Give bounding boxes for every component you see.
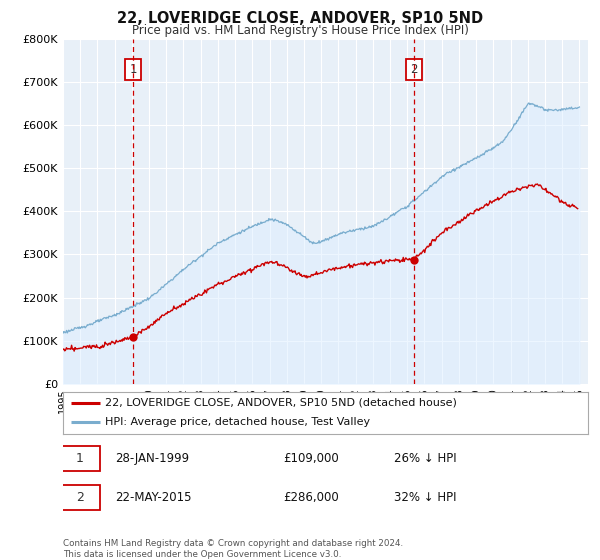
Text: 1: 1 [76, 452, 84, 465]
Text: 32% ↓ HPI: 32% ↓ HPI [394, 491, 456, 505]
FancyBboxPatch shape [61, 446, 100, 471]
Text: Contains HM Land Registry data © Crown copyright and database right 2024.
This d: Contains HM Land Registry data © Crown c… [63, 539, 403, 559]
FancyBboxPatch shape [61, 486, 100, 510]
Text: 2: 2 [76, 491, 84, 505]
Text: £109,000: £109,000 [284, 452, 339, 465]
Text: 22, LOVERIDGE CLOSE, ANDOVER, SP10 5ND: 22, LOVERIDGE CLOSE, ANDOVER, SP10 5ND [117, 11, 483, 26]
Text: Price paid vs. HM Land Registry's House Price Index (HPI): Price paid vs. HM Land Registry's House … [131, 24, 469, 36]
Text: 26% ↓ HPI: 26% ↓ HPI [394, 452, 457, 465]
Text: £286,000: £286,000 [284, 491, 339, 505]
Text: HPI: Average price, detached house, Test Valley: HPI: Average price, detached house, Test… [105, 417, 370, 427]
Text: 22, LOVERIDGE CLOSE, ANDOVER, SP10 5ND (detached house): 22, LOVERIDGE CLOSE, ANDOVER, SP10 5ND (… [105, 398, 457, 408]
Text: 28-JAN-1999: 28-JAN-1999 [115, 452, 190, 465]
Text: 1: 1 [130, 63, 137, 76]
Text: 22-MAY-2015: 22-MAY-2015 [115, 491, 192, 505]
Text: 2: 2 [410, 63, 418, 76]
